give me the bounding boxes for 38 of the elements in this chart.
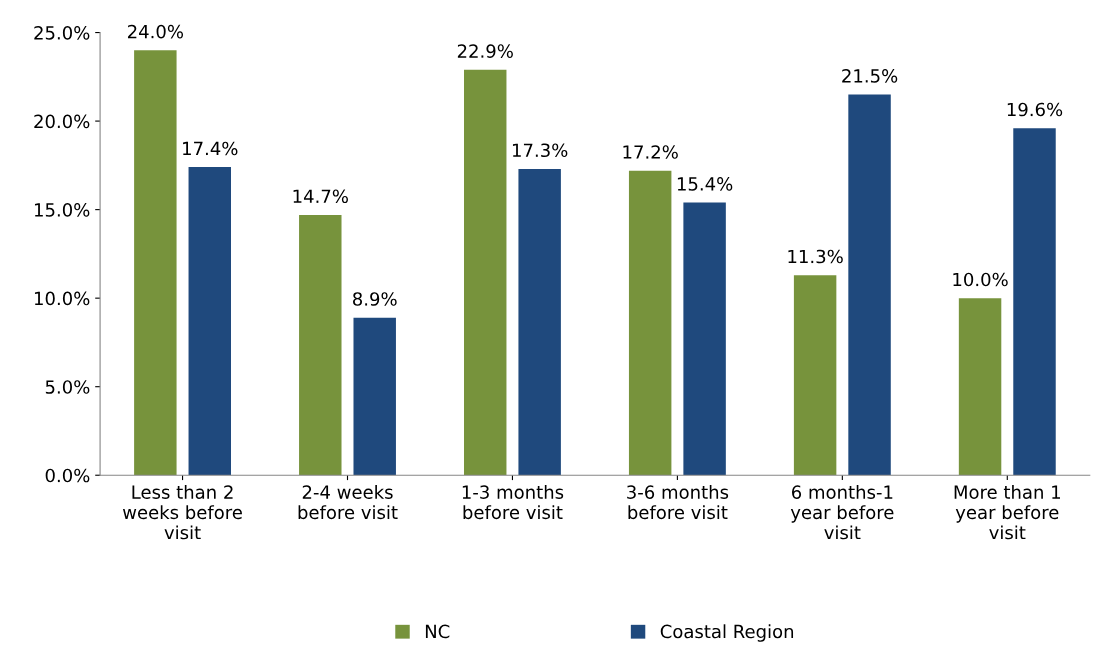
bar <box>628 170 672 476</box>
bar <box>353 317 396 476</box>
bar <box>793 275 837 476</box>
data-label: 17.2% <box>623 145 678 159</box>
data-label: 19.6% <box>1007 102 1063 117</box>
bar <box>188 167 231 476</box>
x-tick-label: 6 months-1 year before visit <box>790 484 894 540</box>
legend-label: NC <box>425 624 450 639</box>
x-tick-label: More than 1 year before visit <box>954 484 1060 540</box>
x-tick-label: 1-3 months before visit <box>462 484 564 520</box>
y-tick-label: 20.0% <box>34 114 90 129</box>
bar <box>518 168 561 476</box>
data-label: 15.4% <box>677 177 733 191</box>
bar <box>134 50 177 476</box>
bar <box>683 202 726 476</box>
bar <box>1013 128 1056 476</box>
data-label: 10.0% <box>953 272 1008 287</box>
x-tick-label: Less than 2 weeks before visit <box>122 484 242 540</box>
legend-label: Coastal Region <box>660 624 794 642</box>
data-label: 21.5% <box>842 69 898 83</box>
bar <box>464 69 507 476</box>
bar <box>958 298 1002 476</box>
y-tick-label: 15.0% <box>34 203 90 217</box>
data-label: 8.9% <box>353 292 397 306</box>
data-label: 11.3% <box>788 249 843 264</box>
y-tick-label: 5.0% <box>45 380 90 394</box>
x-tick-label: 2-4 weeks before visit <box>298 484 398 520</box>
data-label: 22.9% <box>457 44 513 58</box>
x-tick-label: 3-6 months before visit <box>627 484 729 520</box>
data-label: 14.7% <box>293 189 348 204</box>
y-tick-label: 0.0% <box>45 468 90 483</box>
bar <box>299 214 342 476</box>
data-label: 17.4% <box>183 141 238 156</box>
y-tick-label: 10.0% <box>34 291 90 306</box>
data-label: 17.3% <box>512 143 568 158</box>
bar <box>848 94 891 476</box>
data-label: 24.0% <box>127 24 184 39</box>
y-tick-label: 25.0% <box>34 26 90 40</box>
